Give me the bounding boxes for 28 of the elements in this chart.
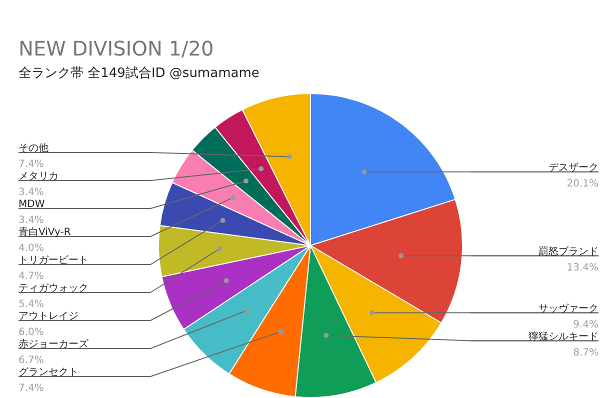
data-label: 5.4% <box>18 299 44 310</box>
slice-label: 青白ViVy-R <box>18 226 71 238</box>
slice-label: ティガウォック <box>18 283 88 294</box>
slice-label: その他 <box>18 142 48 154</box>
data-label: 7.4% <box>18 159 44 170</box>
data-label: 20.1% <box>566 178 599 190</box>
slice-label: トリガービート <box>18 255 88 266</box>
slice-label: デスザーク <box>548 162 598 174</box>
data-label: 3.4% <box>18 187 44 198</box>
slice-label: 罰怒ブランド <box>538 245 598 258</box>
slice-label: メタリカ <box>18 171 58 182</box>
chart-subtitle: 全ランク帯 全149試合ID @sumamame <box>18 66 260 81</box>
data-label: 6.7% <box>18 355 44 366</box>
data-label: 3.4% <box>18 215 44 226</box>
data-label: 8.7% <box>573 347 598 358</box>
data-label: 4.0% <box>18 243 44 254</box>
slice-label: 赤ジョーカーズ <box>18 338 90 350</box>
data-label: 6.0% <box>18 327 44 338</box>
slice-label: MDW <box>18 199 45 210</box>
data-label: 13.4% <box>566 262 599 274</box>
slice-label: グランセクト <box>18 367 78 378</box>
data-label: 4.7% <box>18 271 44 282</box>
data-label: 9.4% <box>573 319 598 330</box>
chart-title: NEW DIVISION 1/20 <box>18 36 214 60</box>
slice-label: サッヴァーク <box>538 302 598 314</box>
data-label: 7.4% <box>18 383 44 394</box>
slice-label: 獰猛シルキード <box>528 330 598 342</box>
slice-label: アウトレイジ <box>18 311 78 322</box>
